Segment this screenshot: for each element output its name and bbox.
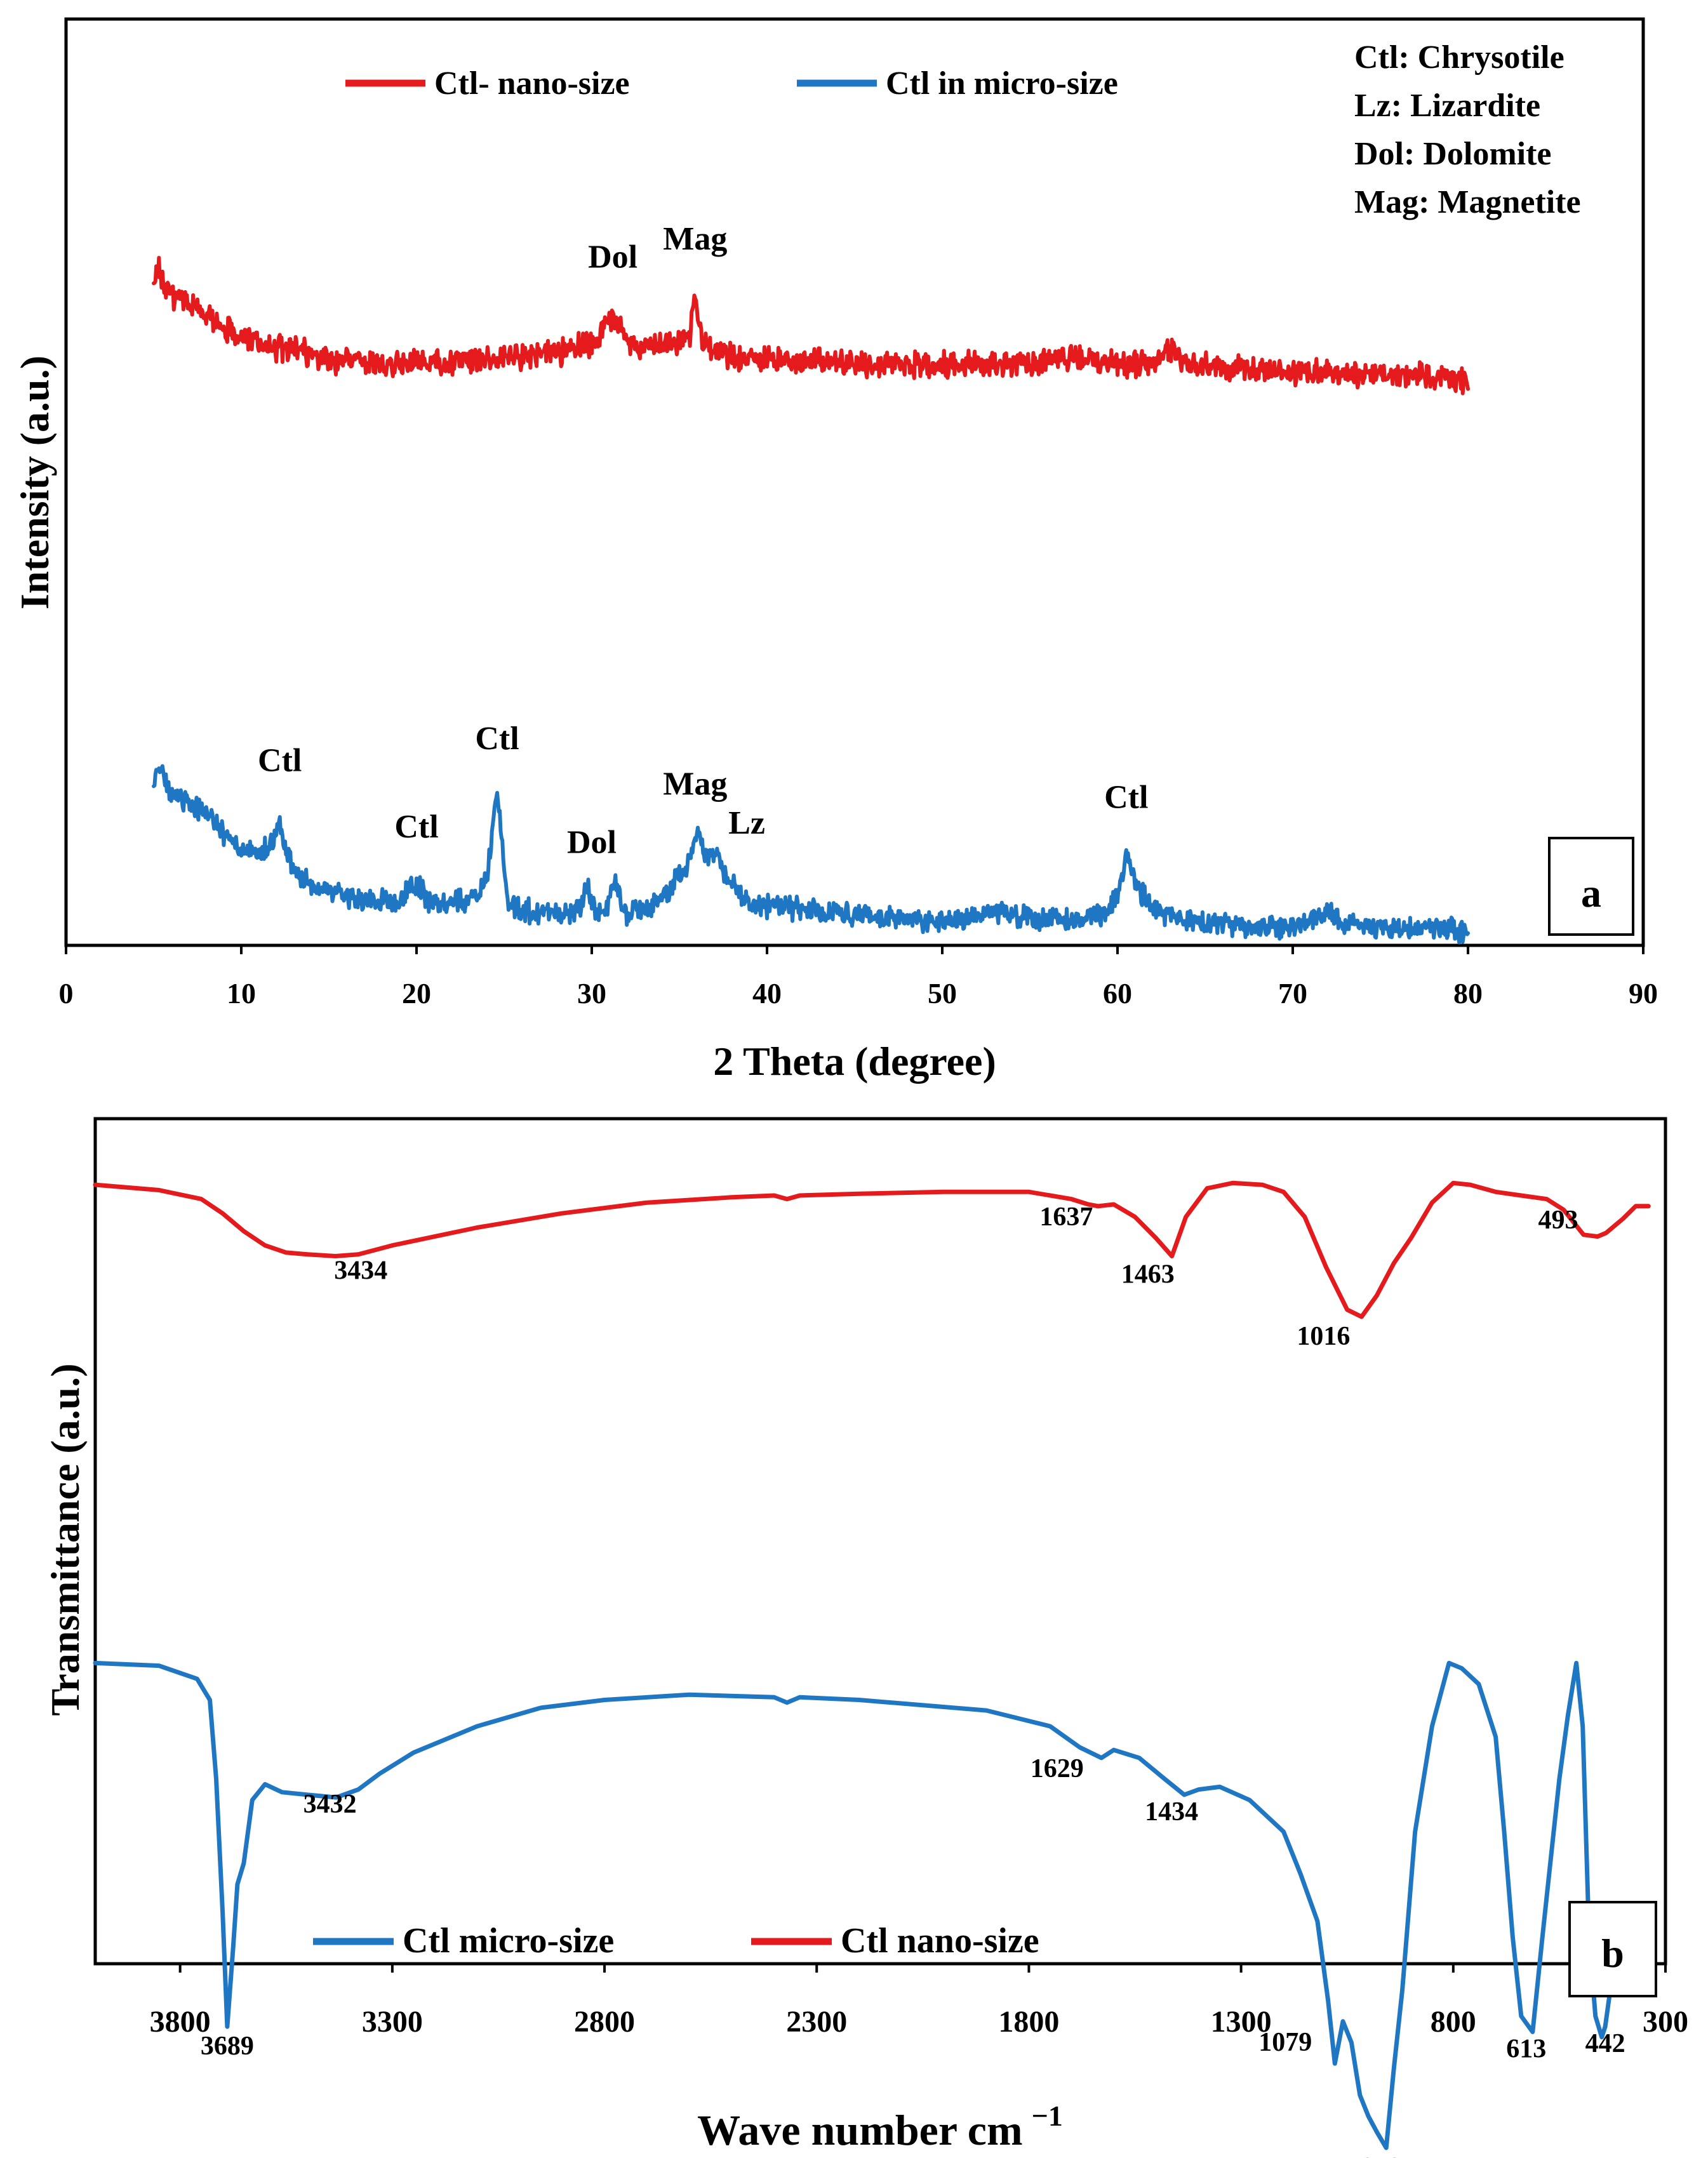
panel-a-peak-label-mag-1: Mag — [663, 221, 727, 257]
panel-a-peak-label-lz-7: Lz — [728, 805, 765, 841]
panel-a-x-axis-title: 2 Theta (degree) — [713, 1039, 996, 1084]
panel-a-peak-label-ctl-4: Ctl — [475, 721, 519, 757]
panel-b-peak-label-1079-9: 1079 — [1258, 2028, 1312, 2057]
panel-b-x-tick-label-3800: 3800 — [150, 2005, 211, 2039]
panel-b-annotations: 3434 1637 1463 1016 493 3689 3432 1629 1434 1079 9… — [201, 1202, 1625, 2158]
panel-a-abbreviation-key: Ctl: Chrysotile Lz: Lizardite Dol: Dolom… — [1354, 39, 1581, 220]
panel-a-series-ctl-nano-size — [152, 256, 1470, 396]
panel-b-peak-label-1637-1: 1637 — [1039, 1202, 1093, 1232]
panel-a-xrd-chart: 0 10 20 30 40 50 60 70 80 90 Dol Mag Ctl Ctl Ctl Dol Ma… — [12, 17, 1658, 1084]
legend-label-ctl-nano-b: Ctl nano-size — [841, 1921, 1039, 1961]
panel-a-peak-label-dol-5: Dol — [567, 824, 617, 860]
panel-b-label-box — [1568, 1901, 1657, 1997]
panel-b-series-group — [93, 1180, 1651, 2150]
panel-b-peak-label-1463-2: 1463 — [1121, 1260, 1175, 1289]
panel-b-series-ctl-nano-size — [93, 1180, 1651, 1319]
panel-a-x-tick-label-30: 30 — [577, 977, 606, 1009]
panel-b-x-tick-label-2300: 2300 — [786, 2005, 847, 2039]
panel-b-x-axis-title: Wave number cm −1 — [697, 2100, 1063, 2154]
panel-b-peak-label-442-12: 442 — [1585, 2029, 1625, 2058]
panel-b-y-axis-title: Transmittance (a.u.) — [43, 1363, 88, 1715]
panel-b-peak-label-958-10: 958 — [1361, 2153, 1401, 2158]
key-lizardite: Lz: Lizardite — [1354, 88, 1540, 124]
panel-a-x-tick-label-0: 0 — [59, 977, 74, 1009]
panel-a-x-tick-label-50: 50 — [928, 977, 957, 1009]
panel-b-peak-label-3434-0: 3434 — [334, 1256, 387, 1286]
key-dolomite: Dol: Dolomite — [1354, 136, 1551, 172]
panel-a-peak-label-ctl-2: Ctl — [258, 743, 302, 779]
panel-a-x-tick-label-40: 40 — [752, 977, 782, 1009]
panel-a-y-axis-title: Intensity (a.u.) — [12, 356, 57, 609]
panel-a-x-tick-label-10: 10 — [227, 977, 256, 1009]
panel-a-peak-label-dol-0: Dol — [588, 239, 637, 275]
panel-a-peak-label-ctl-3: Ctl — [394, 809, 438, 845]
panel-a-x-tick-label-80: 80 — [1453, 977, 1483, 1009]
panel-b-x-tick-label-300: 300 — [1643, 2005, 1688, 2039]
panel-b-x-axis-title-text: Wave number cm — [697, 2106, 1023, 2154]
panel-a-label-box — [1548, 837, 1634, 936]
panel-b-x-axis-title-superscript: −1 — [1032, 2100, 1063, 2132]
panel-a-series-group — [152, 256, 1470, 945]
legend-label-ctl-micro-b: Ctl micro-size — [403, 1921, 614, 1961]
panel-b-peak-label-1016-3: 1016 — [1297, 1322, 1350, 1351]
panel-a-x-tick-label-90: 90 — [1629, 977, 1658, 1009]
panel-b-label: b — [1601, 1931, 1624, 1976]
panel-a-plot-frame — [64, 17, 1645, 947]
panel-a-peak-label-ctl-8: Ctl — [1104, 780, 1148, 816]
panel-a-label: a — [1581, 870, 1601, 916]
key-magnetite: Mag: Magnetite — [1354, 184, 1581, 220]
panel-b-peak-label-1434-8: 1434 — [1145, 1797, 1198, 1827]
panel-a-x-tick-label-70: 70 — [1278, 977, 1307, 1009]
panel-b-peak-label-3432-6: 3432 — [304, 1790, 357, 1819]
panel-a-x-axis: 0 10 20 30 40 50 60 70 80 90 — [59, 945, 1658, 1009]
panel-a-x-tick-label-60: 60 — [1103, 977, 1132, 1009]
panel-b-legend: Ctl micro-size Ctl nano-size — [313, 1921, 1039, 1961]
panel-b-x-tick-label-1300: 1300 — [1211, 2005, 1272, 2039]
panel-b-ftir-chart: 3800 3300 2800 2300 1800 1300 800 300 3434 1637 1… — [43, 1117, 1688, 2158]
panel-a-series-ctl-in-micro-size — [152, 764, 1470, 945]
panel-a-x-tick-label-20: 20 — [402, 977, 431, 1009]
panel-b-peak-label-613-11: 613 — [1506, 2034, 1546, 2063]
panel-b-plot-frame — [93, 1117, 1667, 1966]
panel-b-series-ctl-micro-size — [93, 1660, 1647, 2150]
panel-b-x-axis: 3800 3300 2800 2300 1800 1300 800 300 — [150, 1964, 1688, 2039]
panel-b-peak-label-493-4: 493 — [1538, 1206, 1578, 1235]
legend-label-ctl-nano: Ctl- nano-size — [434, 65, 630, 102]
panel-b-x-tick-label-800: 800 — [1431, 2005, 1476, 2039]
panel-b-peak-label-1629-7: 1629 — [1031, 1754, 1084, 1783]
panel-b-x-tick-label-1800: 1800 — [998, 2005, 1059, 2039]
panel-b-peak-label-3689-5: 3689 — [201, 2032, 254, 2061]
key-chrysotile: Ctl: Chrysotile — [1354, 39, 1565, 76]
panel-a-peak-label-mag-6: Mag — [663, 766, 727, 802]
panel-b-x-tick-label-2800: 2800 — [574, 2005, 635, 2039]
legend-label-ctl-micro: Ctl in micro-size — [886, 65, 1118, 102]
panel-a-legend: Ctl- nano-size Ctl in micro-size — [345, 65, 1118, 102]
panel-b-x-tick-label-3300: 3300 — [362, 2005, 423, 2039]
